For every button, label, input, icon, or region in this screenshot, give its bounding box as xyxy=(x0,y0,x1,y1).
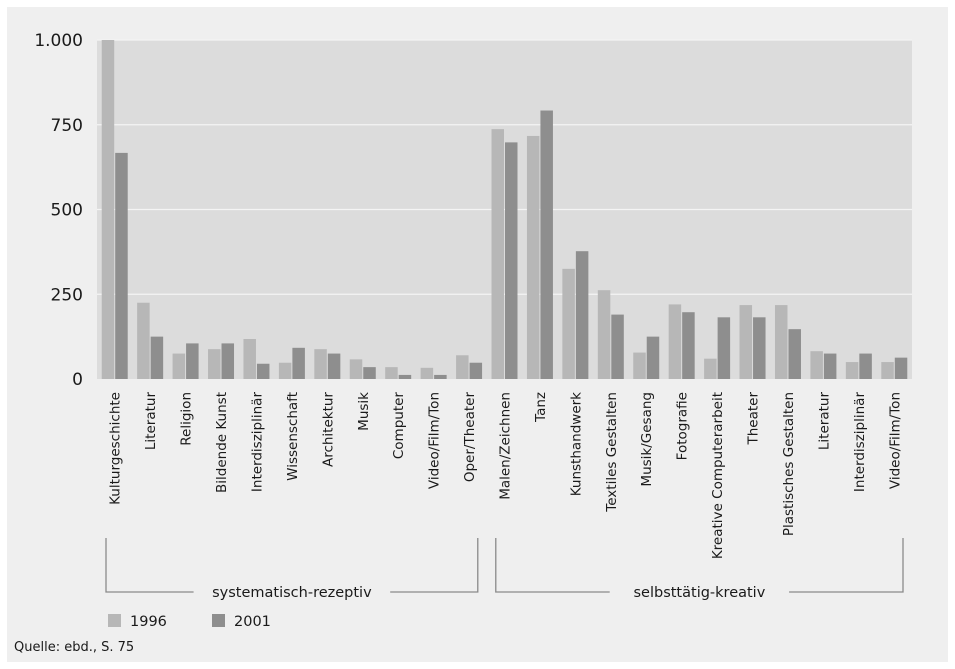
bar-2001 xyxy=(753,317,766,379)
bar-1996 xyxy=(774,305,788,379)
bar-2001 xyxy=(859,353,872,379)
bar-1996 xyxy=(278,362,292,379)
bar-1996 xyxy=(810,351,823,379)
bar-1996 xyxy=(101,40,115,379)
bar-2001 xyxy=(717,317,731,379)
bar-2001 xyxy=(434,374,447,379)
category-label: Interdisziplinär xyxy=(249,392,265,493)
category-label: Textiles Gestalten xyxy=(604,392,620,513)
bar-1996 xyxy=(739,305,753,379)
source-note: Quelle: ebd., S. 75 xyxy=(14,640,135,655)
category-label: Video/Film/Ton xyxy=(427,392,443,489)
bar-1996 xyxy=(526,135,540,379)
category-label: Wissenschaft xyxy=(285,392,301,481)
bar-1996 xyxy=(349,359,363,379)
bar-1996 xyxy=(633,352,646,379)
category-label: Theater xyxy=(746,392,762,446)
y-axis-ticks: 0 250 500 750 1.000 xyxy=(34,31,83,390)
category-label: Computer xyxy=(391,392,407,460)
category-label: Interdisziplinär xyxy=(852,392,868,493)
category-label: Kreative Computerarbeit xyxy=(710,392,726,559)
y-tick-label: 1.000 xyxy=(34,31,83,51)
bar-2001 xyxy=(115,152,128,379)
bars xyxy=(101,40,908,380)
bar-1996 xyxy=(597,290,611,379)
bar-2001 xyxy=(894,357,908,379)
gridlines xyxy=(97,39,912,295)
bar-2001 xyxy=(186,343,199,379)
category-label: Musik xyxy=(356,392,372,431)
bar-2001 xyxy=(256,363,270,379)
bar-2001 xyxy=(646,336,660,379)
group-bracket xyxy=(495,538,904,593)
category-label: Kulturgeschichte xyxy=(108,392,124,505)
legend-swatch xyxy=(212,614,225,627)
y-tick-label: 0 xyxy=(72,370,83,390)
legend-label: 1996 xyxy=(130,614,167,630)
bar-1996 xyxy=(491,129,504,379)
bar-1996 xyxy=(562,268,575,379)
category-label: Kunsthandwerk xyxy=(568,392,584,496)
bar-1996 xyxy=(314,349,327,379)
bar-1996 xyxy=(243,338,256,379)
bar-2001 xyxy=(823,353,837,379)
bar-2001 xyxy=(327,353,341,379)
category-label: Video/Film/Ton xyxy=(887,392,903,489)
bar-2001 xyxy=(611,314,624,379)
bar-2001 xyxy=(788,329,801,379)
category-label: Literatur xyxy=(816,392,832,451)
bar-1996 xyxy=(172,353,186,379)
category-label: Oper/Theater xyxy=(462,392,478,483)
category-label: Architektur xyxy=(320,392,336,467)
bar-2001 xyxy=(292,347,305,379)
bar-2001 xyxy=(469,362,483,379)
bar-1996 xyxy=(420,367,434,379)
bar-2001 xyxy=(540,110,553,380)
bar-1996 xyxy=(881,362,894,379)
legend-swatch xyxy=(108,614,121,627)
bar-1996 xyxy=(668,304,682,379)
bar-1996 xyxy=(208,349,221,379)
category-label: Fotografie xyxy=(675,392,691,460)
category-label: Literatur xyxy=(143,392,159,451)
category-labels: Kulturgeschichte Literatur Religion Bildend… xyxy=(108,392,904,560)
bar-1996 xyxy=(845,362,859,379)
y-tick-label: 750 xyxy=(51,116,83,136)
bar-2001 xyxy=(682,312,695,379)
category-label: Plastisches Gestalten xyxy=(781,392,797,536)
bar-1996 xyxy=(456,355,469,379)
legend-label: 2001 xyxy=(234,614,271,630)
category-label: Tanz xyxy=(533,392,549,423)
category-label: Religion xyxy=(179,392,195,446)
category-label: Malen/Zeichnen xyxy=(498,392,514,500)
group-label: systematisch-rezeptiv xyxy=(212,585,372,601)
bar-2001 xyxy=(398,374,412,379)
category-label: Musik/Gesang xyxy=(639,392,655,487)
bar-2001 xyxy=(150,336,164,379)
legend: 1996 2001 xyxy=(108,614,271,630)
bar-2001 xyxy=(505,142,518,379)
y-tick-label: 250 xyxy=(51,285,83,305)
bar-2001 xyxy=(363,367,376,379)
group-brackets: systematisch-rezeptiv selbsttätig-kreativ xyxy=(105,538,904,601)
bar-2001 xyxy=(221,343,235,379)
bar-1996 xyxy=(137,302,150,379)
bar-1996 xyxy=(385,367,398,379)
group-bracket xyxy=(105,538,479,593)
group-label: selbsttätig-kreativ xyxy=(633,585,765,601)
y-tick-label: 500 xyxy=(51,201,83,221)
bar-2001 xyxy=(575,251,589,379)
bar-1996 xyxy=(704,358,717,379)
category-label: Bildende Kunst xyxy=(214,392,230,493)
